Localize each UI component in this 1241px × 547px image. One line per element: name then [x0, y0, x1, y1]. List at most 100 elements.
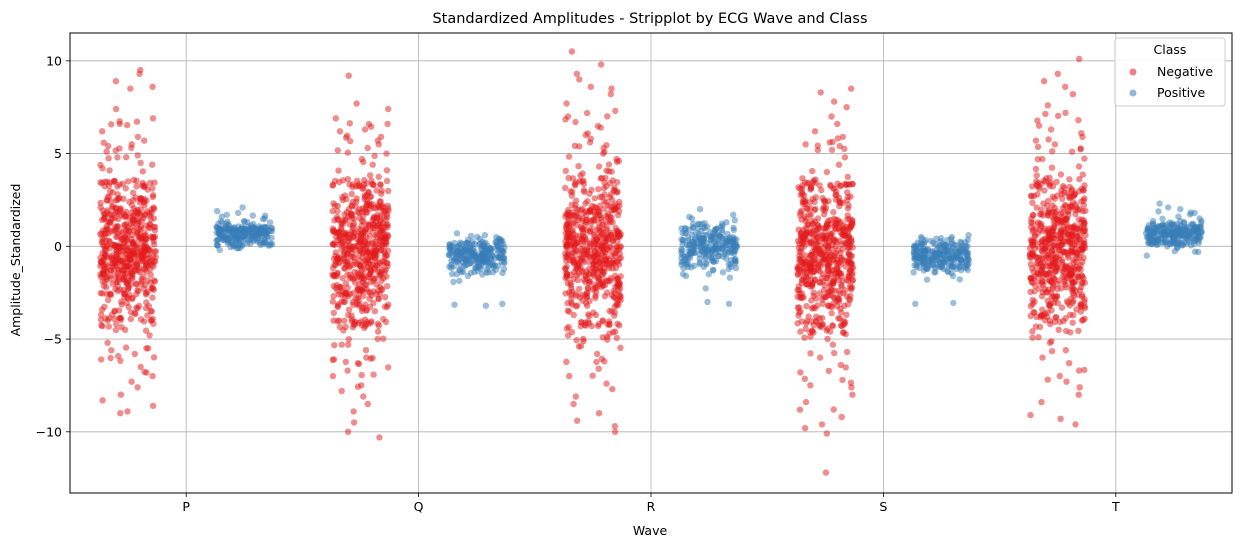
data-point-outlier: [612, 328, 619, 335]
data-point: [1031, 233, 1039, 240]
data-point: [246, 226, 254, 234]
data-point: [349, 324, 357, 331]
data-point: [562, 250, 569, 257]
data-point-outlier: [1062, 347, 1070, 354]
data-point: [798, 207, 805, 214]
data-point: [810, 177, 817, 184]
data-point: [244, 239, 251, 247]
data-point: [330, 309, 337, 317]
data-point-outlier: [730, 211, 737, 218]
data-point: [1078, 293, 1086, 300]
data-point: [933, 235, 940, 242]
data-point: [345, 306, 353, 313]
data-point: [98, 306, 106, 313]
data-point: [142, 304, 150, 312]
data-point-outlier: [99, 397, 106, 404]
data-point: [106, 188, 114, 195]
data-point: [149, 161, 156, 168]
data-point: [334, 287, 341, 294]
data-point-outlier: [481, 232, 489, 239]
data-point: [114, 223, 122, 230]
data-point-outlier: [105, 142, 112, 150]
data-point: [254, 238, 261, 245]
data-point: [823, 261, 830, 268]
data-point: [1159, 215, 1166, 222]
data-point: [682, 256, 689, 264]
data-point-outlier: [453, 230, 461, 237]
data-point: [1153, 241, 1160, 248]
data-point-outlier: [234, 245, 241, 252]
data-point-outlier: [1046, 339, 1054, 346]
data-point: [938, 264, 946, 271]
data-point: [951, 241, 958, 248]
data-point: [834, 135, 842, 142]
data-point: [725, 265, 732, 273]
data-point: [843, 311, 850, 318]
data-point-outlier: [949, 272, 957, 280]
data-point: [566, 308, 573, 315]
data-point: [1033, 172, 1040, 179]
data-point-outlier: [98, 356, 105, 363]
data-point: [565, 153, 573, 160]
data-point: [698, 243, 705, 250]
data-point: [1055, 243, 1062, 251]
data-point: [335, 317, 343, 324]
data-point: [366, 303, 374, 310]
data-point: [330, 272, 337, 279]
data-point: [1070, 259, 1078, 266]
data-point: [806, 199, 813, 206]
data-point: [827, 181, 834, 189]
data-point-outlier: [595, 410, 603, 417]
data-point: [339, 196, 346, 204]
data-point: [586, 227, 594, 234]
data-point: [794, 293, 801, 300]
data-point: [605, 161, 613, 168]
data-point-outlier: [149, 402, 157, 409]
data-point: [1029, 199, 1036, 206]
data-point: [1056, 318, 1064, 326]
data-point-outlier: [376, 434, 383, 441]
data-point: [120, 195, 127, 202]
data-point-outlier: [141, 137, 148, 144]
data-point: [609, 177, 616, 184]
data-point-outlier: [1057, 415, 1064, 422]
data-point: [1051, 220, 1058, 227]
data-point: [343, 251, 350, 258]
data-point: [124, 285, 132, 293]
data-point: [1027, 312, 1034, 320]
data-point: [613, 334, 620, 342]
data-point-outlier: [1075, 391, 1082, 398]
data-point: [1029, 328, 1036, 335]
data-point: [117, 316, 125, 324]
data-point: [579, 242, 586, 249]
data-point: [601, 191, 608, 198]
data-point-outlier: [358, 155, 366, 163]
data-point: [707, 254, 714, 261]
data-point: [714, 225, 721, 232]
data-point: [801, 375, 808, 382]
data-point: [375, 202, 382, 210]
data-point: [459, 247, 466, 254]
data-point: [584, 216, 591, 224]
data-point-outlier: [114, 154, 121, 161]
data-point: [845, 277, 852, 285]
data-point-outlier: [910, 269, 917, 276]
data-point: [329, 208, 336, 215]
data-point: [1073, 249, 1080, 256]
data-point: [610, 293, 618, 301]
data-point-outlier: [1069, 91, 1077, 98]
data-point: [1033, 178, 1040, 185]
legend-marker-negative: [1129, 68, 1137, 76]
data-point: [344, 149, 351, 156]
data-point: [1045, 136, 1052, 143]
data-point: [807, 186, 814, 193]
data-point: [122, 344, 130, 351]
x-tick-label: P: [182, 499, 190, 514]
data-point-outlier: [128, 141, 135, 148]
data-point: [330, 200, 337, 207]
data-point-outlier: [149, 115, 157, 122]
data-point: [702, 253, 709, 260]
data-point: [358, 236, 366, 243]
data-point: [595, 241, 602, 249]
